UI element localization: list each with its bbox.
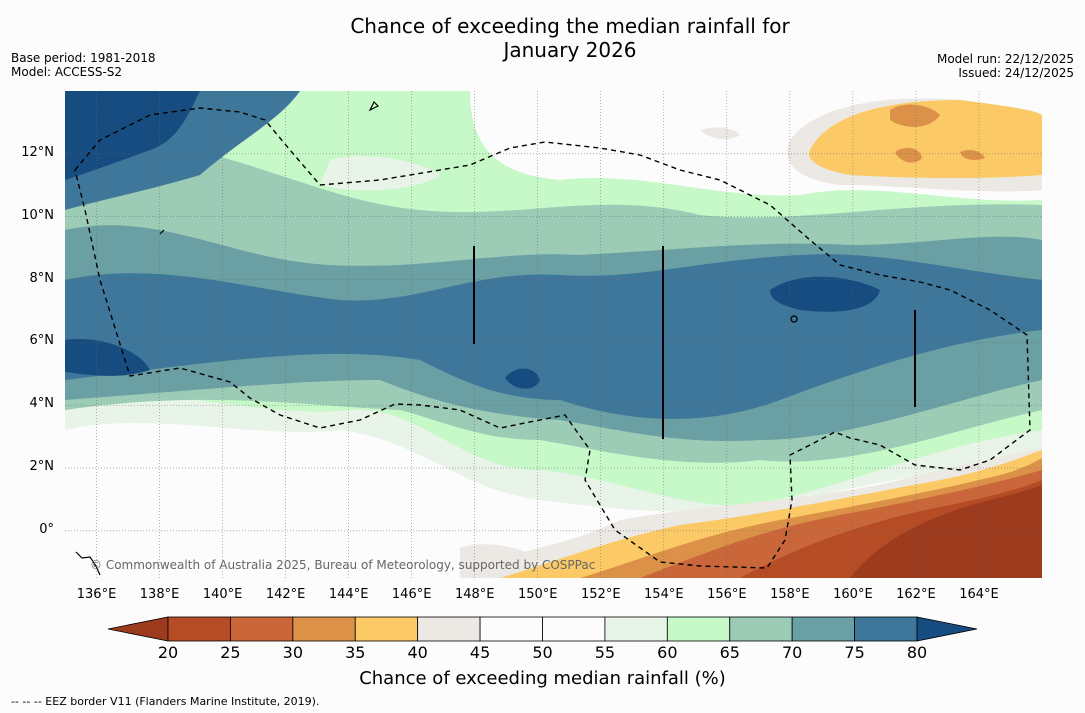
issued-date: Issued: 24/12/2025: [958, 66, 1074, 80]
latitude-label: 0°: [39, 521, 54, 537]
colorbar-segment: [854, 616, 918, 642]
copyright-text: © Commonwealth of Australia 2025, Bureau…: [90, 558, 596, 572]
colorbar-segment: [666, 616, 731, 642]
colorbar-tick-label: 70: [781, 643, 803, 662]
colorbar-segment: [417, 616, 481, 642]
latitude-label: 4°N: [29, 396, 55, 412]
base-period: Base period: 1981-2018: [11, 51, 156, 65]
rainfall-probability-field: [65, 91, 1042, 578]
longitude-label: 140°E: [202, 587, 243, 602]
colorbar-segment: [791, 616, 855, 642]
colorbar-tick-label: 30: [282, 643, 304, 662]
model-run: Model run: 22/12/2025: [936, 52, 1074, 66]
latitude-label: 8°N: [29, 270, 55, 286]
colorbar-extend-low: [107, 616, 169, 642]
colorbar-title: Chance of exceeding median rainfall (%): [359, 668, 726, 689]
longitude-label: 136°E: [76, 587, 117, 602]
colorbar-segment: [354, 616, 419, 642]
colorbar-segment: [230, 616, 294, 642]
colorbar-tick-label: 25: [220, 643, 241, 662]
colorbar-segment: [729, 616, 793, 642]
longitude-label: 150°E: [517, 587, 558, 602]
longitude-label: 154°E: [644, 587, 684, 602]
colorbar-extend-high: [916, 616, 978, 642]
latitude-label: 10°N: [21, 207, 54, 223]
longitude-label: 156°E: [707, 587, 747, 602]
graticule: [65, 91, 1042, 578]
colorbar-tick-label: 55: [594, 643, 616, 662]
title-line-2: January 2026: [503, 38, 637, 62]
colorbar-tick-label: 20: [157, 643, 179, 662]
longitude-label: 158°E: [770, 587, 810, 602]
longitude-label: 146°E: [391, 587, 432, 602]
colorbar-tick-label: 65: [719, 643, 740, 662]
colorbar-tick-label: 60: [657, 643, 678, 662]
meta-left: Base period: 1981-2018 Model: ACCESS-S2: [11, 51, 156, 79]
longitude-label: 138°E: [139, 587, 180, 602]
eez-segments: [473, 246, 916, 439]
model-name: Model: ACCESS-S2: [11, 65, 123, 79]
colorbar-tick-label: 35: [345, 643, 366, 662]
longitude-label: 162°E: [896, 587, 936, 602]
longitude-label: 148°E: [454, 587, 495, 602]
longitude-label: 164°E: [959, 587, 999, 602]
title-line-1: Chance of exceeding the median rainfall …: [350, 14, 790, 38]
chart-title: Chance of exceeding the median rainfall …: [0, 14, 1085, 62]
coastlines: [75, 100, 798, 576]
colorbar-segment: [292, 616, 356, 642]
longitude-label: 142°E: [265, 587, 306, 602]
longitude-label: 144°E: [328, 587, 369, 602]
colorbar-segment: [542, 616, 606, 642]
latitude-label: 2°N: [29, 459, 55, 475]
colorbar-tick-label: 75: [844, 643, 865, 662]
colorbar-tick-label: 40: [407, 643, 428, 662]
longitude-label: 160°E: [833, 587, 873, 602]
footnote: -- -- -- EEZ border V11 (Flanders Marine…: [11, 695, 320, 708]
colorbar-tick-label: 45: [469, 643, 491, 662]
latitude-label: 12°N: [21, 144, 54, 160]
eez-border: [74, 107, 1031, 569]
colorbar-segment: [479, 616, 543, 642]
longitude-label: 152°E: [581, 587, 621, 602]
latitude-label: 6°N: [29, 333, 55, 349]
colorbar-tick-label: 50: [532, 643, 553, 662]
colorbar-segment: [604, 616, 668, 642]
colorbar-tick-label: 80: [906, 643, 928, 662]
meta-right: Model run: 22/12/2025 Issued: 24/12/2025: [937, 52, 1074, 80]
colorbar: [107, 616, 978, 642]
colorbar-segment: [167, 616, 231, 642]
